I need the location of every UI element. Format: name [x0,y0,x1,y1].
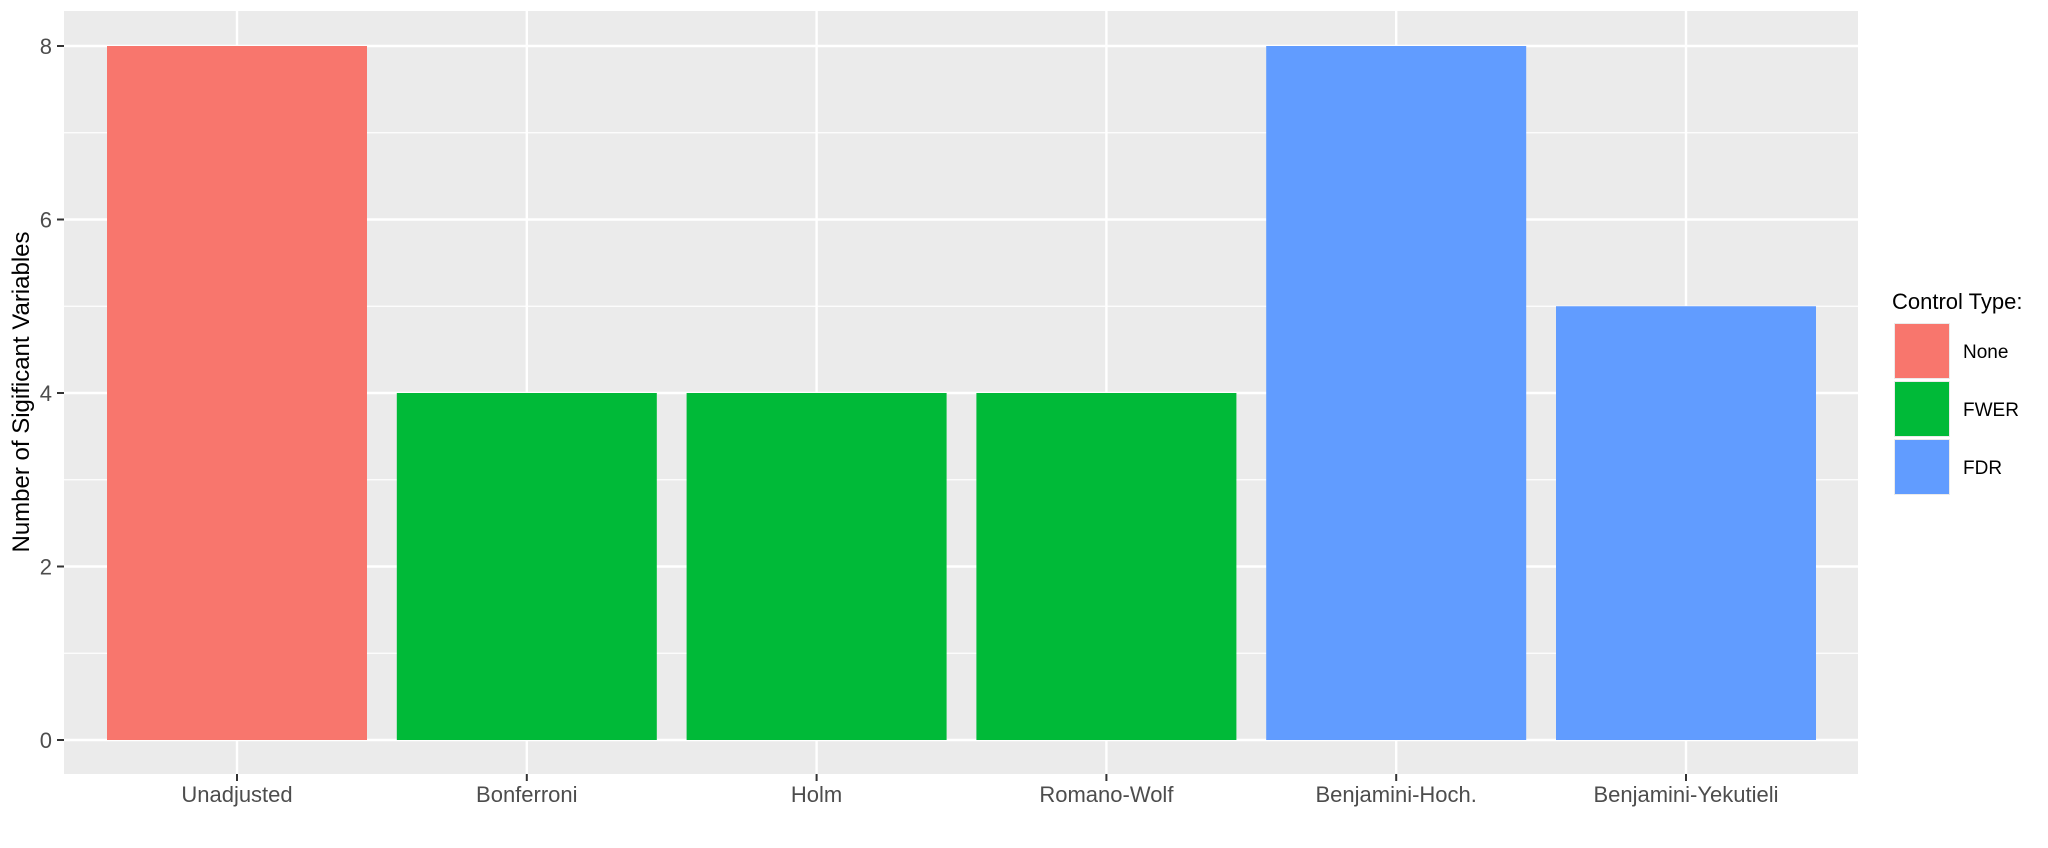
y-axis: 0 2 4 6 8 [40,34,64,753]
legend-title: Control Type: [1892,289,2022,314]
bar-bonferroni [396,393,657,740]
x-tick-label: Romano-Wolf [1039,782,1174,807]
legend-key-fdr [1895,440,1949,494]
legend-label: FDR [1963,458,2002,479]
x-axis: Unadjusted Bonferroni Holm Romano-Wolf Benja… [181,774,1779,807]
y-tick-label: 4 [40,381,52,406]
y-tick-label: 2 [40,555,52,580]
y-axis-title: Number of Sigificant Variables [8,231,35,552]
y-tick-label: 6 [40,208,52,233]
bar-benjamini-yekutieli [1556,306,1816,740]
bar-benjamini-hoch [1266,46,1527,740]
legend-key-fwer [1895,382,1949,436]
y-tick-label: 8 [40,34,52,59]
legend: Control Type: None FWER FDR [1892,289,2022,495]
legend-label: None [1963,342,2008,363]
x-tick-label: Benjamini-Hoch. [1315,782,1476,807]
bars [107,46,1816,740]
bar-holm [686,393,947,740]
x-tick-label: Unadjusted [181,782,292,807]
bar-unadjusted [107,46,367,740]
x-tick-label: Holm [791,782,842,807]
x-tick-label: Bonferroni [476,782,578,807]
bar-romano-wolf [976,393,1237,740]
x-tick-label: Benjamini-Yekutieli [1593,782,1778,807]
legend-key-none [1895,324,1949,378]
y-tick-label: 0 [40,728,52,753]
legend-label: FWER [1963,400,2019,421]
